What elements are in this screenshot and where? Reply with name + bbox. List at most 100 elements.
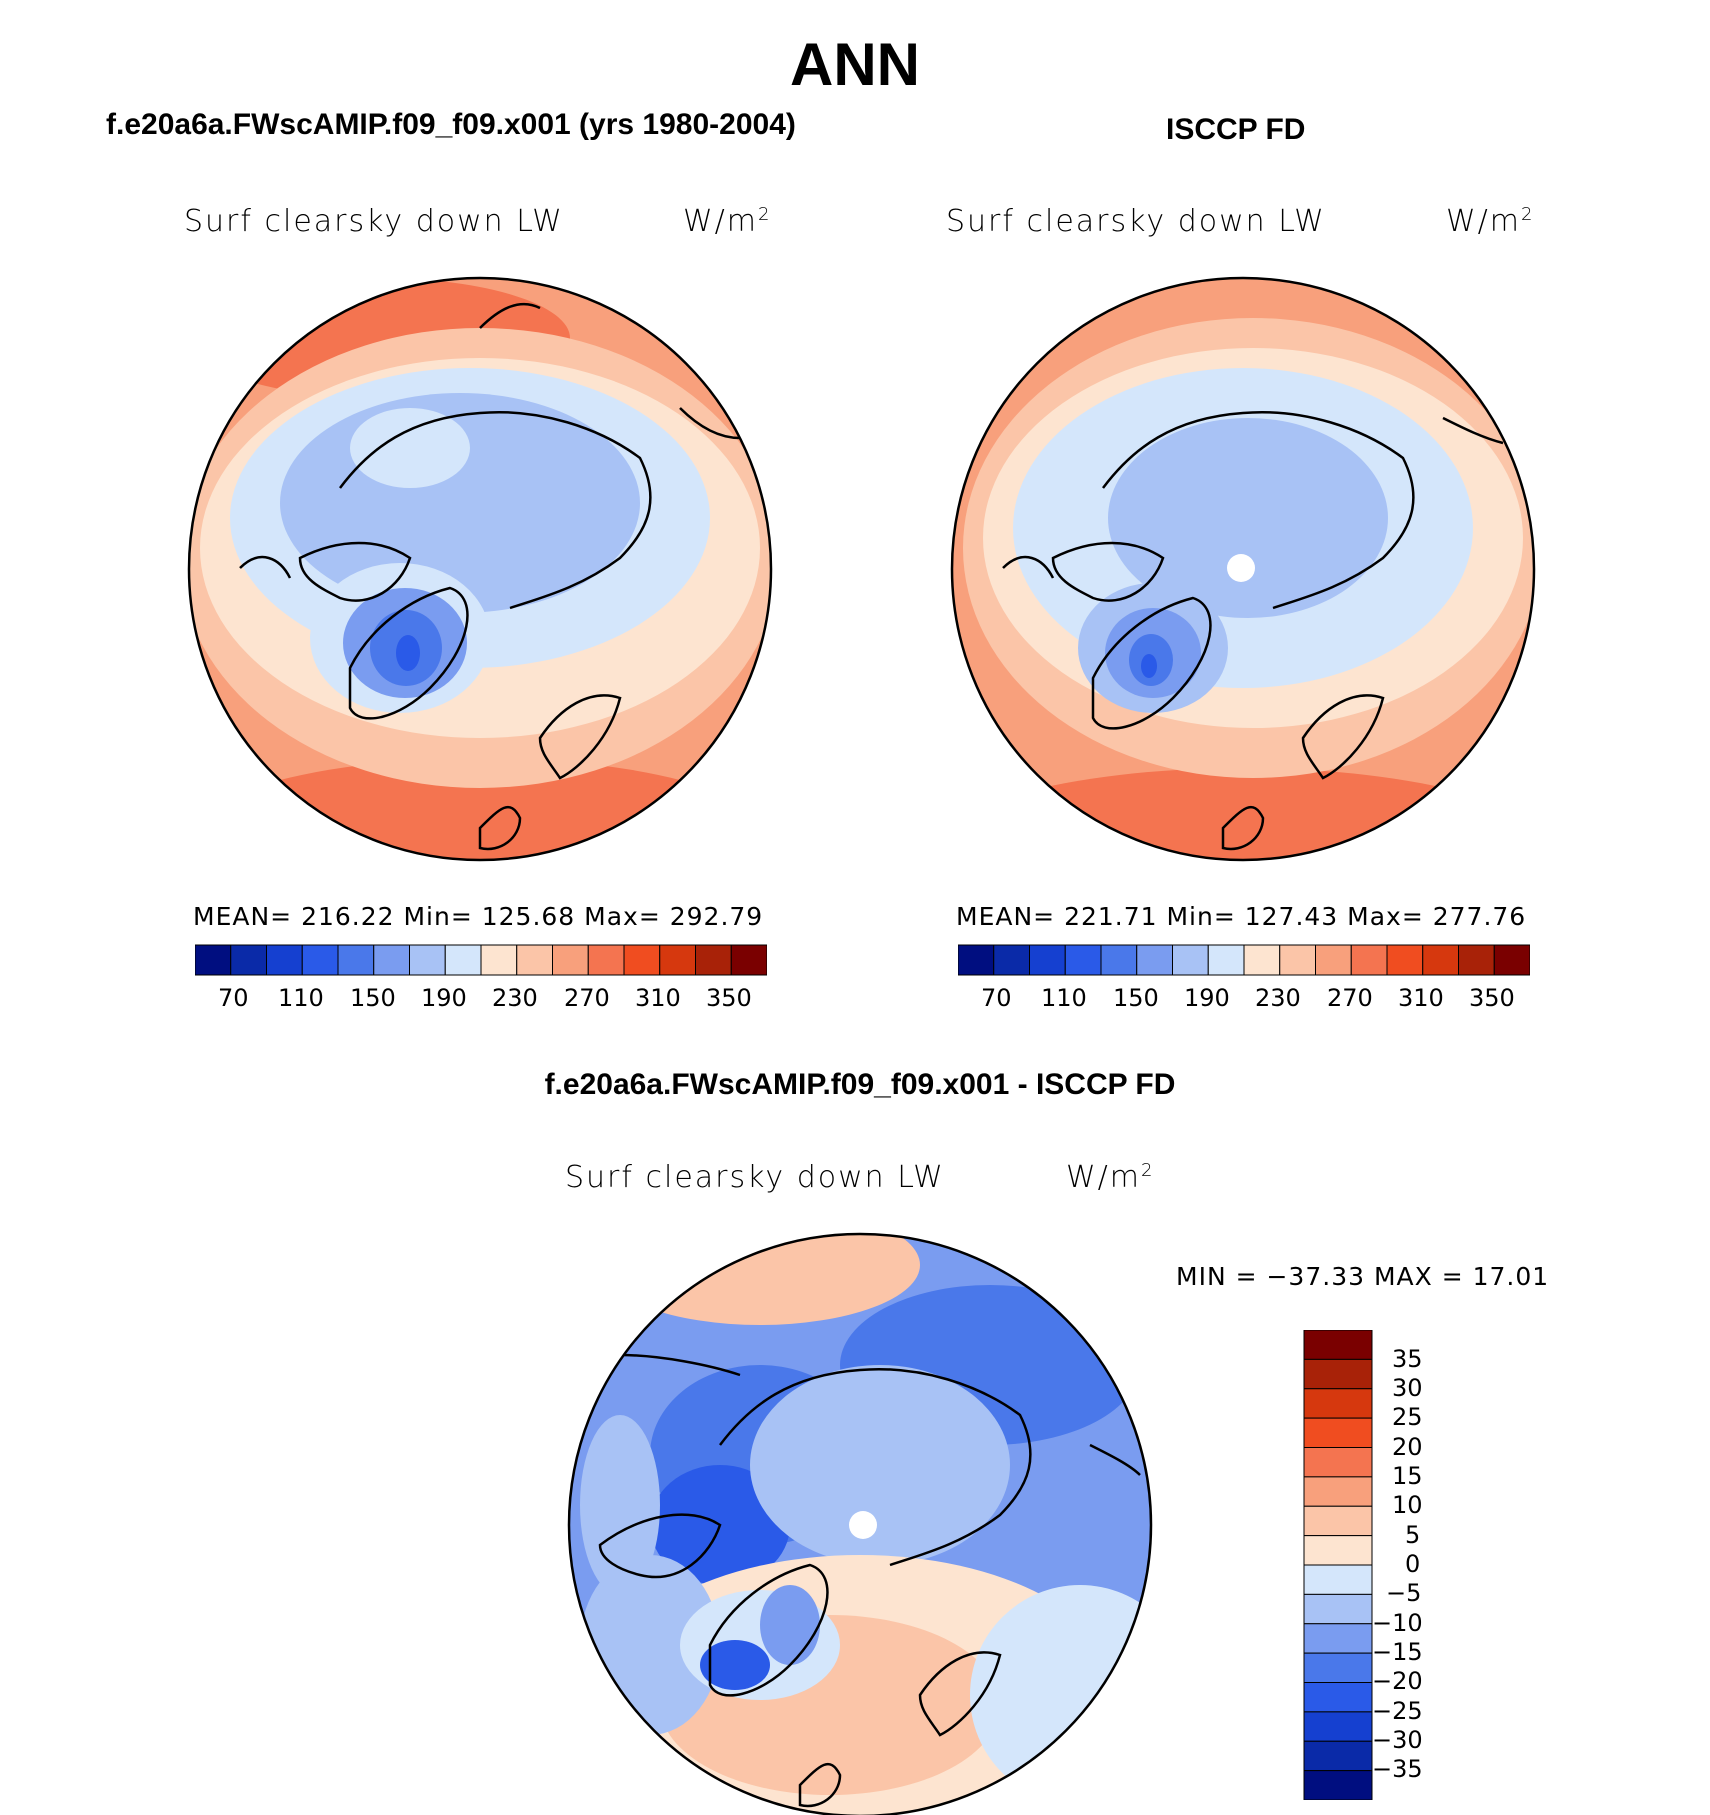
colorbar-swatch bbox=[1303, 1388, 1373, 1419]
colorbar-swatch bbox=[1303, 1330, 1373, 1360]
colorbar-swatch bbox=[1303, 1593, 1373, 1625]
model-colorbar-swatches bbox=[195, 944, 767, 976]
colorbar-swatch bbox=[1136, 944, 1173, 976]
model-colorbar-tick: 230 bbox=[492, 984, 538, 1012]
colorbar-swatch bbox=[1458, 944, 1495, 976]
difference-stats: MIN = −37.33 MAX = 17.01 bbox=[1176, 1262, 1550, 1291]
difference-colorbar-tick: −15 bbox=[1372, 1638, 1423, 1666]
obs-variable-label: Surf clearsky down LW bbox=[946, 204, 1326, 239]
obs-colorbar-tick: 350 bbox=[1469, 984, 1515, 1012]
colorbar-swatch bbox=[1172, 944, 1209, 976]
colorbar-swatch bbox=[1303, 1505, 1373, 1537]
colorbar-swatch bbox=[1303, 1447, 1373, 1478]
model-variable-label: Surf clearsky down LW bbox=[184, 204, 564, 239]
obs-case-title: ISCCP FD bbox=[1166, 113, 1306, 146]
model-units-label: W/m2 bbox=[683, 204, 772, 239]
difference-colorbar-tick: 30 bbox=[1392, 1374, 1423, 1402]
model-colorbar-tick: 150 bbox=[350, 984, 396, 1012]
model-colorbar-tick: 70 bbox=[218, 984, 249, 1012]
obs-colorbar bbox=[958, 944, 1530, 976]
difference-colorbar-tick: 10 bbox=[1392, 1491, 1423, 1519]
colorbar-swatch bbox=[623, 944, 661, 976]
difference-colorbar-tick: 0 bbox=[1405, 1550, 1421, 1578]
obs-stats: MEAN= 221.71 Min= 127.43 Max= 277.76 bbox=[956, 902, 1527, 931]
difference-coastlines bbox=[598, 1353, 1141, 1808]
difference-colorbar-tick: −35 bbox=[1372, 1755, 1423, 1783]
difference-variable-label: Surf clearsky down LW bbox=[565, 1160, 945, 1195]
obs-colorbar-tick: 110 bbox=[1041, 984, 1087, 1012]
colorbar-swatch bbox=[1279, 944, 1316, 976]
difference-polar-map bbox=[567, 1232, 1153, 1815]
difference-colorbar-tick: −30 bbox=[1372, 1726, 1423, 1754]
obs-units-label: W/m2 bbox=[1446, 204, 1535, 239]
colorbar-swatch bbox=[1303, 1417, 1373, 1449]
colorbar-swatch bbox=[1303, 1770, 1373, 1800]
colorbar-swatch bbox=[1350, 944, 1388, 976]
difference-colorbar-tick: −10 bbox=[1372, 1609, 1423, 1637]
colorbar-swatch bbox=[1303, 1623, 1373, 1654]
model-polar-map bbox=[187, 276, 773, 862]
obs-coastlines bbox=[1002, 411, 1504, 851]
colorbar-swatch bbox=[516, 944, 553, 976]
obs-colorbar-tick: 70 bbox=[981, 984, 1012, 1012]
colorbar-swatch bbox=[301, 944, 339, 976]
colorbar-swatch bbox=[1207, 944, 1245, 976]
obs-colorbar-ticks: 70 110 150 190 230 270 310 350 bbox=[958, 984, 1530, 1014]
difference-colorbar-tick: 20 bbox=[1392, 1433, 1423, 1461]
colorbar-swatch bbox=[993, 944, 1030, 976]
colorbar-swatch bbox=[1303, 1358, 1373, 1390]
difference-title: f.e20a6a.FWscAMIP.f09_f09.x001 - ISCCP F… bbox=[544, 1068, 1176, 1101]
difference-colorbar-tick: −5 bbox=[1386, 1579, 1422, 1607]
colorbar-swatch bbox=[1303, 1535, 1373, 1566]
obs-polar-map bbox=[950, 276, 1536, 862]
colorbar-swatch bbox=[480, 944, 518, 976]
difference-colorbar-tick: 15 bbox=[1392, 1462, 1423, 1490]
colorbar-swatch bbox=[409, 944, 446, 976]
difference-colorbar-tick: −25 bbox=[1372, 1697, 1423, 1725]
colorbar-swatch bbox=[444, 944, 482, 976]
obs-colorbar-tick: 270 bbox=[1327, 984, 1373, 1012]
colorbar-swatch bbox=[1422, 944, 1459, 976]
colorbar-swatch bbox=[1303, 1740, 1373, 1772]
colorbar-swatch bbox=[958, 944, 995, 976]
difference-colorbar-swatches bbox=[1303, 1330, 1373, 1800]
colorbar-swatch bbox=[1064, 944, 1102, 976]
colorbar-swatch bbox=[195, 944, 232, 976]
colorbar-swatch bbox=[1029, 944, 1066, 976]
colorbar-swatch bbox=[266, 944, 303, 976]
obs-colorbar-swatches bbox=[958, 944, 1530, 976]
colorbar-swatch bbox=[1243, 944, 1281, 976]
colorbar-swatch bbox=[373, 944, 410, 976]
difference-colorbar bbox=[1303, 1330, 1373, 1800]
colorbar-swatch bbox=[1100, 944, 1138, 976]
model-stats: MEAN= 216.22 Min= 125.68 Max= 292.79 bbox=[193, 902, 764, 931]
obs-colorbar-tick: 230 bbox=[1255, 984, 1301, 1012]
colorbar-swatch bbox=[1303, 1564, 1373, 1595]
model-colorbar-tick: 270 bbox=[564, 984, 610, 1012]
obs-colorbar-tick: 310 bbox=[1398, 984, 1444, 1012]
obs-colorbar-tick: 150 bbox=[1113, 984, 1159, 1012]
colorbar-swatch bbox=[730, 944, 767, 976]
model-colorbar-tick: 190 bbox=[421, 984, 467, 1012]
colorbar-swatch bbox=[1315, 944, 1352, 976]
model-colorbar-tick: 350 bbox=[706, 984, 752, 1012]
colorbar-swatch bbox=[1303, 1682, 1373, 1713]
difference-units-label: W/m2 bbox=[1066, 1160, 1155, 1195]
difference-colorbar-ticks: 35 30 25 20 15 10 5 0 −5 −10 −15 −20 −25… bbox=[1372, 1330, 1458, 1800]
difference-colorbar-tick: 5 bbox=[1405, 1521, 1421, 1549]
model-colorbar-tick: 310 bbox=[635, 984, 681, 1012]
colorbar-swatch bbox=[337, 944, 375, 976]
difference-colorbar-tick: −20 bbox=[1372, 1667, 1423, 1695]
colorbar-swatch bbox=[1303, 1476, 1373, 1507]
model-colorbar-ticks: 70 110 150 190 230 270 310 350 bbox=[195, 984, 767, 1014]
obs-field-contours bbox=[952, 278, 1534, 860]
difference-colorbar-tick: 25 bbox=[1392, 1403, 1423, 1431]
obs-colorbar-tick: 190 bbox=[1184, 984, 1230, 1012]
colorbar-swatch bbox=[230, 944, 267, 976]
colorbar-swatch bbox=[1303, 1711, 1373, 1742]
model-coastlines bbox=[239, 302, 741, 851]
colorbar-swatch bbox=[587, 944, 625, 976]
figure-title: ANN bbox=[790, 31, 920, 98]
model-colorbar bbox=[195, 944, 767, 976]
difference-field-contours bbox=[569, 1234, 1151, 1815]
